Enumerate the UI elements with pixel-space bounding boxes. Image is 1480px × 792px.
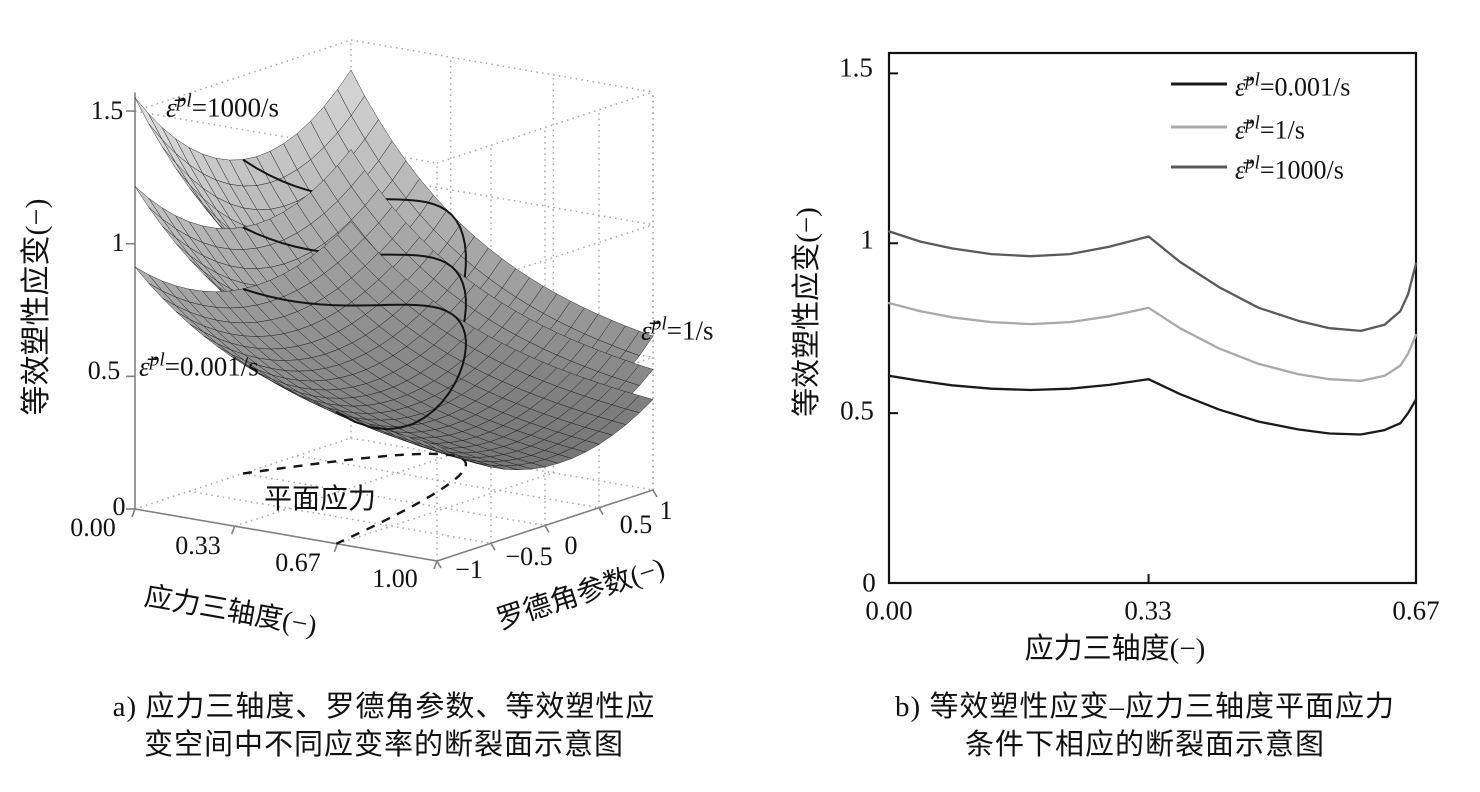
a-y-tick-label: −0.5 (505, 542, 553, 571)
legend-line-0001 (1171, 82, 1227, 86)
epsilon-dot-symbol: ε̄̇ (166, 92, 177, 123)
a-caption-line2: 变空间中不同应变率的断裂面示意图 (143, 729, 625, 761)
b-caption-line1: b) 等效塑性应变–应力三轴度平面应力 (895, 691, 1395, 723)
a-z-tick-label: 0.5 (87, 356, 121, 385)
a-z-tick-label: 1.5 (90, 96, 124, 125)
b-caption-line2: 条件下相应的断裂面示意图 (964, 729, 1326, 761)
b-y-tick-label: 0.5 (840, 395, 874, 426)
a-plane-stress-label: 平面应力 (263, 484, 377, 515)
a-x-tick-label: 0.67 (275, 548, 321, 577)
a-x-tick-label: 0.00 (70, 513, 116, 542)
a-z-axis-label: 等效塑性应变(−) (20, 198, 53, 416)
b-y-tick-label: 1 (860, 224, 874, 255)
legend-item-1000: ε̄̇pl=1000/s (1235, 152, 1344, 185)
legend-item-1: ε̄̇pl=1/s (1235, 112, 1305, 145)
a-x-tick-label: 0.33 (175, 531, 221, 560)
a-y-tick-label: −1 (455, 555, 483, 584)
a-y-tick-label: 0.5 (619, 510, 653, 539)
legend-line-1 (1171, 125, 1227, 129)
panel-a-3d-plot (126, 39, 658, 570)
legend-line-1000 (1171, 165, 1227, 169)
a-annotation-rate-1: ε̄̇pl=1/s (641, 313, 714, 346)
b-y-tick-label: 1.5 (839, 52, 873, 83)
a-z-tick-label: 0 (112, 492, 126, 521)
b-y-tick-label: 0 (862, 567, 876, 598)
legend-item-0001: ε̄̇pl=0.001/s (1235, 69, 1351, 102)
epsilon-dot-symbol: ε̄̇ (641, 315, 652, 346)
b-x-tick-label: 0.33 (1124, 595, 1172, 626)
epsilon-dot-symbol: ε̄̇ (139, 351, 150, 382)
a-caption-line1: a) 应力三轴度、罗德角参数、等效塑性应 (112, 691, 656, 723)
b-y-axis-label: 等效塑性应变(−) (791, 207, 823, 417)
a-y-tick-label: 0 (564, 531, 578, 560)
a-y-tick-label: 1 (659, 496, 673, 525)
a-annotation-rate-1000: ε̄̇pl=1000/s (166, 90, 280, 123)
b-x-tick-label: 0.00 (865, 595, 913, 626)
a-x-tick-label: 1.00 (372, 564, 418, 593)
b-x-tick-label: 0.67 (1392, 595, 1440, 626)
a-z-tick-label: 1 (111, 228, 125, 257)
b-x-axis-label: 应力三轴度(−) (1024, 633, 1206, 665)
a-annotation-rate-0001: ε̄̇pl=0.001/s (139, 349, 259, 382)
